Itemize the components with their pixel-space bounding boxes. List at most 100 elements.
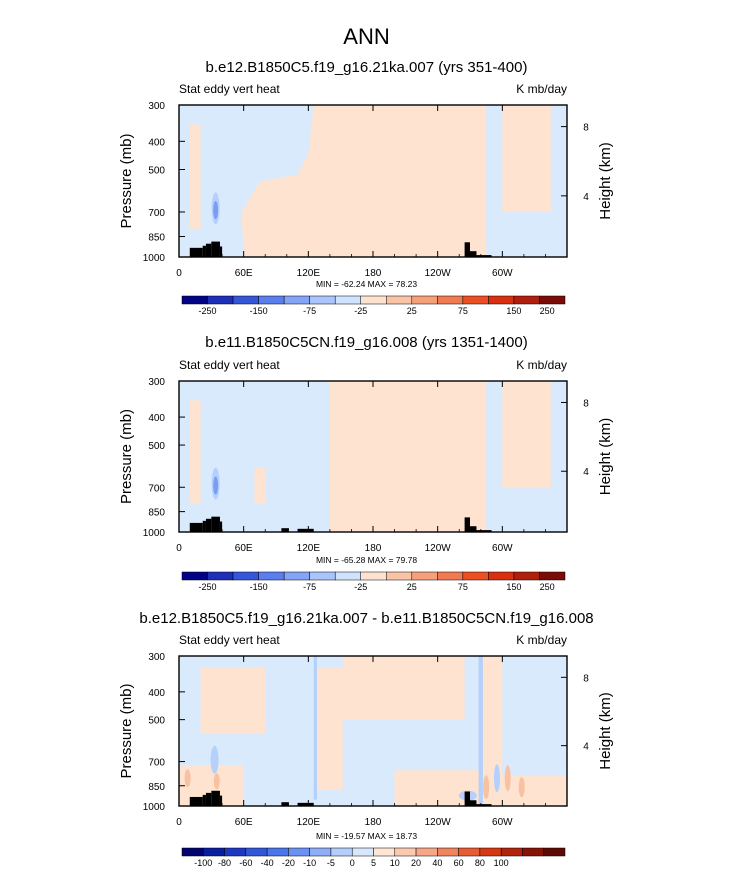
field-layer bbox=[179, 656, 567, 806]
colorbar-cell bbox=[258, 571, 285, 581]
colorbar-cell bbox=[360, 571, 387, 581]
terrain-block bbox=[189, 522, 203, 532]
y-tick-label: 500 bbox=[148, 716, 165, 727]
field-positive-band bbox=[502, 105, 551, 212]
x-tick-label: 60E bbox=[235, 817, 253, 828]
colorbar-cell bbox=[373, 847, 396, 857]
colorbar-label: 40 bbox=[432, 858, 442, 868]
colorbar-cell bbox=[500, 847, 523, 857]
y-tick-label: 400 bbox=[148, 413, 165, 424]
x-tick-label: 180 bbox=[365, 543, 382, 554]
field-min-blob bbox=[210, 745, 219, 774]
x-tick-label: 120W bbox=[425, 268, 452, 279]
field-positive-patch bbox=[200, 667, 266, 734]
colorbar: -250 -150 -75 -25 25 75 150 250 bbox=[181, 295, 566, 316]
colorbar-cell bbox=[411, 295, 438, 305]
terrain-block bbox=[297, 802, 314, 806]
colorbar-label: 20 bbox=[411, 858, 421, 868]
x-tick-label: 120E bbox=[297, 268, 321, 279]
colorbar-cell bbox=[224, 847, 247, 857]
colorbar-label: 5 bbox=[371, 858, 376, 868]
terrain-block bbox=[470, 526, 477, 532]
terrain-block bbox=[297, 528, 314, 532]
y-tick-label: 500 bbox=[148, 441, 165, 452]
panel-title: b.e12.B1850C5.f19_g16.21ka.007 - b.e11.B… bbox=[139, 610, 593, 627]
units-label: K mb/day bbox=[516, 633, 567, 647]
field-negative-strip bbox=[313, 656, 317, 800]
panel-1: b.e12.B1850C5.f19_g16.21ka.007 (yrs 351-… bbox=[118, 59, 614, 316]
terrain-block bbox=[476, 804, 492, 806]
y-tick-label: 500 bbox=[148, 165, 165, 176]
x-tick-label: 120E bbox=[297, 817, 321, 828]
y-tick-label: 850 bbox=[148, 232, 165, 243]
x-tick-label: 120W bbox=[425, 543, 452, 554]
colorbar-cell bbox=[181, 847, 204, 857]
y-tick-label: 850 bbox=[148, 508, 165, 519]
y-tick-label: 1000 bbox=[143, 802, 166, 813]
colorbar-label: -150 bbox=[250, 582, 268, 592]
field-positive-strip bbox=[189, 124, 201, 229]
colorbar-cell bbox=[479, 847, 502, 857]
panel-2: b.e11.B1850C5CN.f19_g16.008 (yrs 1351-14… bbox=[118, 334, 614, 592]
y-tick-label: 1000 bbox=[143, 253, 166, 264]
colorbar-cell bbox=[207, 571, 234, 581]
right-axis-label: Height (km) bbox=[597, 142, 614, 220]
min-max-label: MIN = -65.28 MAX = 79.78 bbox=[316, 555, 417, 565]
right-axis-label: Height (km) bbox=[597, 418, 614, 496]
x-tick-label: 60W bbox=[492, 268, 513, 279]
colorbar-cell bbox=[386, 295, 413, 305]
colorbar-cell bbox=[181, 571, 208, 581]
colorbar-cell bbox=[488, 295, 515, 305]
x-tick-label: 120W bbox=[425, 817, 452, 828]
x-tick-label: 60E bbox=[235, 268, 253, 279]
x-tick-label: 0 bbox=[176, 543, 182, 554]
colorbar-cell bbox=[351, 847, 374, 857]
colorbar-label: 150 bbox=[506, 582, 521, 592]
colorbar-label: -5 bbox=[327, 858, 335, 868]
colorbar-label: 80 bbox=[475, 858, 485, 868]
terrain-block bbox=[281, 802, 289, 806]
terrain-block bbox=[219, 246, 223, 257]
field-positive-band bbox=[329, 381, 487, 532]
right-tick-label: 4 bbox=[583, 742, 589, 753]
colorbar-cell bbox=[283, 295, 310, 305]
terrain-block bbox=[464, 517, 470, 532]
colorbar-cell bbox=[411, 571, 438, 581]
terrain-block bbox=[189, 247, 203, 257]
y-tick-label: 300 bbox=[148, 377, 165, 388]
colorbar-cell bbox=[522, 847, 544, 857]
terrain-block bbox=[205, 243, 212, 257]
colorbar-cell bbox=[330, 847, 353, 857]
colorbar-label: 75 bbox=[458, 582, 468, 592]
field-positive-patch bbox=[394, 770, 492, 806]
panel-3: b.e12.B1850C5.f19_g16.21ka.007 - b.e11.B… bbox=[118, 610, 614, 868]
colorbar-cell bbox=[232, 295, 259, 305]
colorbar-label: -60 bbox=[239, 858, 252, 868]
units-label: K mb/day bbox=[516, 358, 567, 372]
panel-title: b.e12.B1850C5.f19_g16.21ka.007 (yrs 351-… bbox=[206, 59, 528, 76]
field-negative-strip bbox=[478, 656, 483, 806]
y-tick-label: 400 bbox=[148, 688, 165, 699]
field-max-blob bbox=[213, 773, 220, 790]
terrain-block bbox=[211, 516, 220, 532]
colorbar-label: -100 bbox=[194, 858, 212, 868]
colorbar-label: 150 bbox=[506, 306, 521, 316]
colorbar-cell bbox=[309, 571, 336, 581]
y-tick-label: 300 bbox=[148, 101, 165, 112]
field-max-blob bbox=[184, 769, 191, 788]
colorbar-label: -250 bbox=[199, 306, 217, 316]
colorbar-cell bbox=[437, 295, 464, 305]
colorbar-label: -25 bbox=[354, 582, 367, 592]
y-axis-label: Pressure (mb) bbox=[118, 133, 135, 228]
colorbar-cell bbox=[266, 847, 289, 857]
right-tick-label: 8 bbox=[583, 398, 589, 409]
terrain-block bbox=[202, 794, 206, 806]
colorbar-cell bbox=[288, 847, 310, 857]
terrain-block bbox=[202, 245, 206, 257]
colorbar-label: 75 bbox=[458, 306, 468, 316]
y-tick-label: 300 bbox=[148, 652, 165, 663]
colorbar-label: 100 bbox=[494, 858, 509, 868]
colorbar-cell bbox=[462, 295, 489, 305]
colorbar-label: -10 bbox=[303, 858, 316, 868]
right-axis-label: Height (km) bbox=[597, 692, 614, 770]
